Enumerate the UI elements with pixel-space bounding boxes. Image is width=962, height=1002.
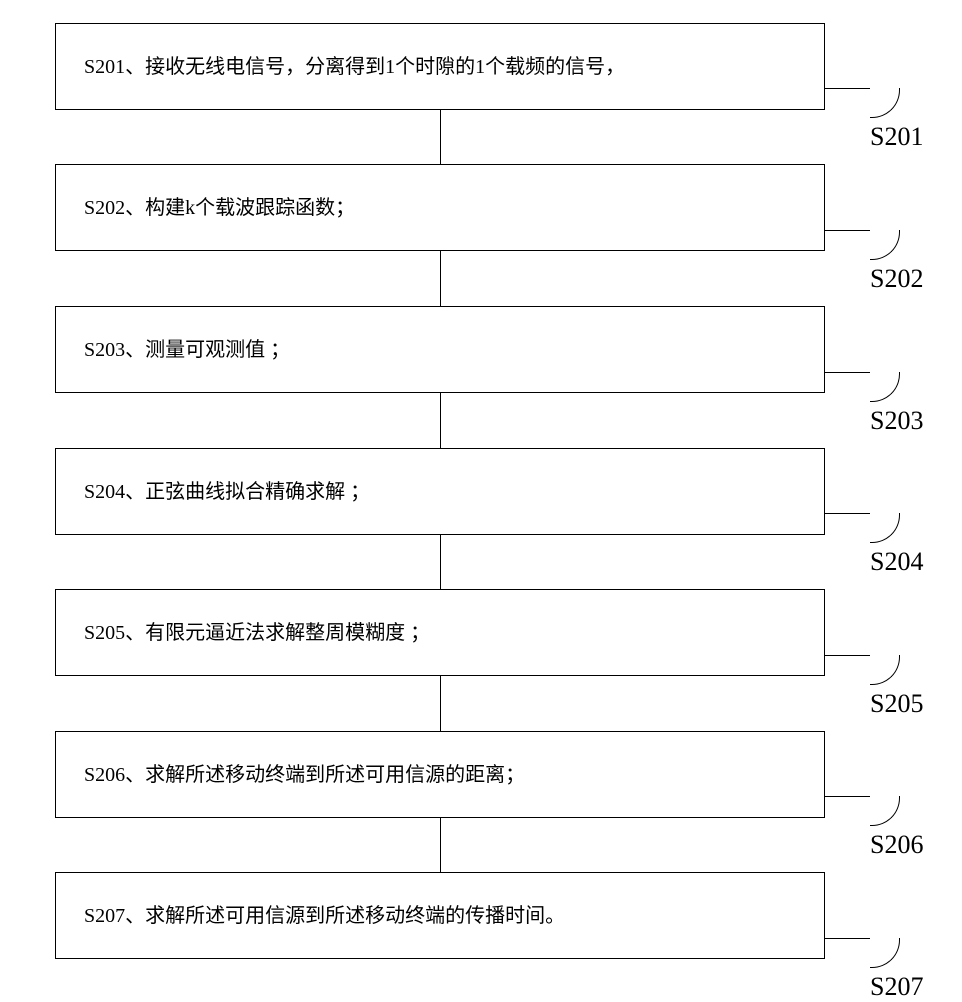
callout-label-s206: S206 bbox=[870, 830, 923, 860]
flow-node-6: S206、求解所述移动终端到所述可用信源的距离； bbox=[55, 731, 825, 818]
flow-node-3: S203、测量可观测值 ； bbox=[55, 306, 825, 393]
flow-node-1: S201、接收无线电信号，分离得到1个时隙的1个载频的信号， bbox=[55, 23, 825, 110]
callout-curve bbox=[870, 655, 900, 685]
flow-node-text: S201、接收无线电信号，分离得到1个时隙的1个载频的信号， bbox=[84, 53, 625, 81]
flow-connector bbox=[440, 676, 441, 731]
callout-line bbox=[825, 88, 870, 89]
callout-line bbox=[825, 372, 870, 373]
flowchart-canvas: S201、接收无线电信号，分离得到1个时隙的1个载频的信号， S202、构建k个载… bbox=[0, 0, 962, 1000]
flow-connector bbox=[440, 393, 441, 448]
flow-node-5: S205、有限元逼近法求解整周模糊度 ； bbox=[55, 589, 825, 676]
callout-curve bbox=[870, 513, 900, 543]
flow-node-text: S203、测量可观测值 ； bbox=[84, 336, 290, 364]
callout-line bbox=[825, 230, 870, 231]
flow-node-text: S204、正弦曲线拟合精确求解 ； bbox=[84, 478, 370, 506]
flow-connector bbox=[440, 818, 441, 872]
callout-label-s207: S207 bbox=[870, 972, 923, 1002]
flow-node-7: S207、求解所述可用信源到所述移动终端的传播时间。 bbox=[55, 872, 825, 959]
callout-label-s204: S204 bbox=[870, 547, 923, 577]
flow-node-text: S202、构建k个载波跟踪函数； bbox=[84, 194, 355, 222]
flow-node-2: S202、构建k个载波跟踪函数； bbox=[55, 164, 825, 251]
flow-node-4: S204、正弦曲线拟合精确求解 ； bbox=[55, 448, 825, 535]
flow-node-text: S207、求解所述可用信源到所述移动终端的传播时间。 bbox=[84, 902, 565, 930]
callout-curve bbox=[870, 230, 900, 260]
callout-curve bbox=[870, 88, 900, 118]
flow-connector bbox=[440, 110, 441, 164]
flow-connector bbox=[440, 251, 441, 306]
callout-line bbox=[825, 655, 870, 656]
callout-line bbox=[825, 938, 870, 939]
flow-connector bbox=[440, 535, 441, 589]
callout-line bbox=[825, 513, 870, 514]
callout-label-s202: S202 bbox=[870, 264, 923, 294]
callout-curve bbox=[870, 796, 900, 826]
callout-label-s203: S203 bbox=[870, 406, 923, 436]
callout-curve bbox=[870, 938, 900, 968]
callout-line bbox=[825, 796, 870, 797]
flow-node-text: S206、求解所述移动终端到所述可用信源的距离； bbox=[84, 761, 525, 789]
callout-label-s201: S201 bbox=[870, 122, 923, 152]
callout-curve bbox=[870, 372, 900, 402]
callout-label-s205: S205 bbox=[870, 689, 923, 719]
flow-node-text: S205、有限元逼近法求解整周模糊度 ； bbox=[84, 619, 430, 647]
